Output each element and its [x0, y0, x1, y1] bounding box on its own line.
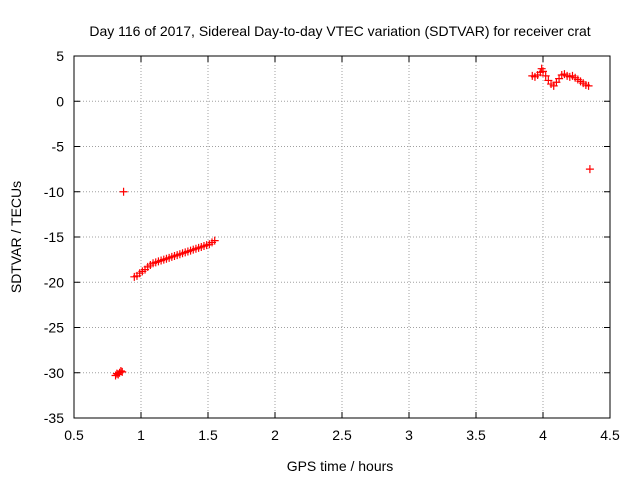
x-tick-label: 4: [539, 427, 547, 443]
data-point: [210, 236, 219, 245]
x-tick-label: 2: [271, 427, 279, 443]
x-tick-label: 0.5: [64, 427, 84, 443]
chart-title: Day 116 of 2017, Sidereal Day-to-day VTE…: [89, 23, 590, 39]
x-tick-label: 2.5: [332, 427, 352, 443]
y-tick-label: 0: [56, 93, 64, 109]
data-point: [118, 367, 127, 376]
x-tick-label: 4.5: [600, 427, 620, 443]
data-points: [111, 64, 594, 380]
tick-labels: 0.5 1 1.5 2 2.5 3 3.5 4 4.5 -35 -30 -25 -20 -15 -10 -5 0…: [44, 48, 620, 443]
y-tick-label: 5: [56, 48, 64, 64]
x-tick-label: 1.5: [198, 427, 218, 443]
data-point: [541, 71, 550, 80]
y-axis-label: SDTVAR / TECUs: [8, 181, 24, 293]
x-axis-label: GPS time / hours: [287, 458, 394, 474]
y-tick-label: -35: [44, 410, 64, 426]
x-tick-label: 3: [405, 427, 413, 443]
y-tick-label: -10: [44, 184, 64, 200]
data-point: [585, 165, 594, 174]
grid: [74, 56, 610, 418]
x-tick-label: 1: [137, 427, 145, 443]
y-tick-label: -20: [44, 274, 64, 290]
ticks: [73, 55, 611, 419]
y-tick-label: -15: [44, 229, 64, 245]
data-point: [584, 81, 593, 90]
data-point: [119, 187, 128, 196]
y-tick-label: -30: [44, 365, 64, 381]
y-tick-label: -5: [52, 139, 65, 155]
x-tick-label: 3.5: [466, 427, 486, 443]
data-point: [116, 366, 125, 375]
y-tick-label: -25: [44, 320, 64, 336]
data-point: [539, 67, 547, 76]
